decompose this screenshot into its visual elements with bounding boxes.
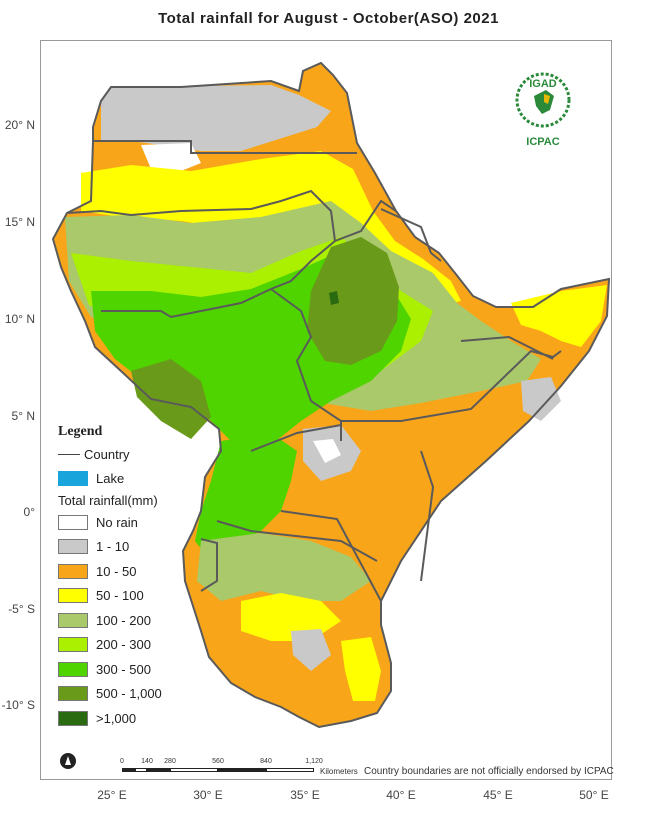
legend-class-label: 50 - 100 [96,588,144,604]
legend-swatch [58,612,88,628]
tanzania-coast-50-100 [341,637,381,701]
lat-label-5n: 5° N [11,409,35,423]
logo-igad-text: IGAD [529,78,557,90]
legend-class-label: No rain [96,514,138,530]
legend-swatch [58,686,88,702]
scale-tick: 140 [141,758,153,765]
north-arrow-icon [60,753,76,769]
legend-class-row: 10 - 50 [58,559,208,584]
disclaimer-text: Country boundaries are not officially en… [364,766,614,777]
lat-label-0: 0° [23,505,35,519]
legend-rainfall-title: Total rainfall(mm) [58,493,158,508]
legend-class-row: 1 - 10 [58,535,208,560]
legend-lake: Lake [58,467,208,492]
legend-swatch [58,710,88,726]
lon-label-45e: 45° E [483,788,513,802]
belt-500-1000-south-sudan [131,359,211,439]
legend-class-label: 300 - 500 [96,661,151,677]
legend-swatch [58,588,88,604]
horn-coast-50-100 [511,285,607,347]
country-boundaries [51,61,611,729]
scale-segment [266,768,314,772]
legend-class-row: 300 - 500 [58,657,208,682]
tanzania-dry-patch [291,629,331,671]
belt-over-1000 [329,291,339,305]
legend-swatch [58,563,88,579]
lat-label-20n: 20° N [4,118,35,132]
legend-class-row: No rain [58,510,208,535]
lake-swatch [58,471,88,487]
legend-swatch [58,539,88,555]
lat-label-10s: -10° S [1,698,35,712]
scale-segment [135,768,147,772]
laurel-icon [515,72,571,128]
legend-class-label: 10 - 50 [96,563,137,579]
scale-segment [147,768,170,772]
rainfall-map [51,61,611,729]
belt-500-1000-ethiopia [307,237,399,365]
horn-dry-patch [521,377,561,421]
legend-class-row: >1,000 [58,706,208,731]
scale-segment [122,768,135,772]
scale-bar: 0 140 280 560 840 1,120 Kilometers [118,758,358,778]
logo-icpac-text: ICPAC [526,136,560,148]
lon-label-50e: 50° E [579,788,609,802]
legend-class-row: 500 - 1,000 [58,682,208,707]
no-rain-patch [141,143,201,171]
kenya-no-rain-patch [313,439,341,463]
lon-label-35e: 35° E [290,788,320,802]
belt-300-500-west [195,433,297,561]
legend-country-label: Country [84,446,130,462]
legend-class-row: 200 - 300 [58,633,208,658]
legend-country: Country [58,442,208,467]
belt-100-200-tanzania [197,533,371,601]
map-legend: Legend Country Lake Total rainfall(mm) N… [58,424,208,731]
scale-tick: 1,120 [305,758,323,765]
tanzania-50-100 [241,593,341,641]
scale-segment [218,768,266,772]
scale-tick: 280 [164,758,176,765]
legend-class-row: 100 - 200 [58,608,208,633]
scale-tick: 840 [260,758,272,765]
scale-unit: Kilometers [320,767,358,776]
lat-label-10n: 10° N [4,312,35,326]
legend-class-label: >1,000 [96,710,137,726]
legend-class-label: 1 - 10 [96,539,130,555]
lon-label-40e: 40° E [386,788,416,802]
dry-zone-north [101,85,331,151]
legend-swatch [58,514,88,530]
lat-label-5s: -5° S [8,602,35,616]
scale-segment [170,768,218,772]
legend-swatch [58,661,88,677]
legend-title: Legend [58,424,103,439]
scale-tick: 0 [120,758,124,765]
scale-tick: 560 [212,758,224,765]
lon-label-25e: 25° E [97,788,127,802]
lon-label-30e: 30° E [193,788,223,802]
map-frame [40,40,612,780]
country-line-icon [58,453,80,455]
legend-swatch [58,637,88,653]
legend-class-label: 200 - 300 [96,637,151,653]
legend-class-label: 100 - 200 [96,612,151,628]
lat-label-15n: 15° N [4,215,35,229]
legend-lake-label: Lake [96,471,125,487]
map-title: Total rainfall for August - October(ASO)… [158,10,499,27]
legend-classes: No rain 1 - 10 10 - 50 50 - 100 100 - 200 200… [58,510,208,731]
legend-class-label: 500 - 1,000 [96,686,162,702]
legend-class-row: 50 - 100 [58,584,208,609]
igad-icpac-logo: IGAD ICPAC [506,66,580,156]
